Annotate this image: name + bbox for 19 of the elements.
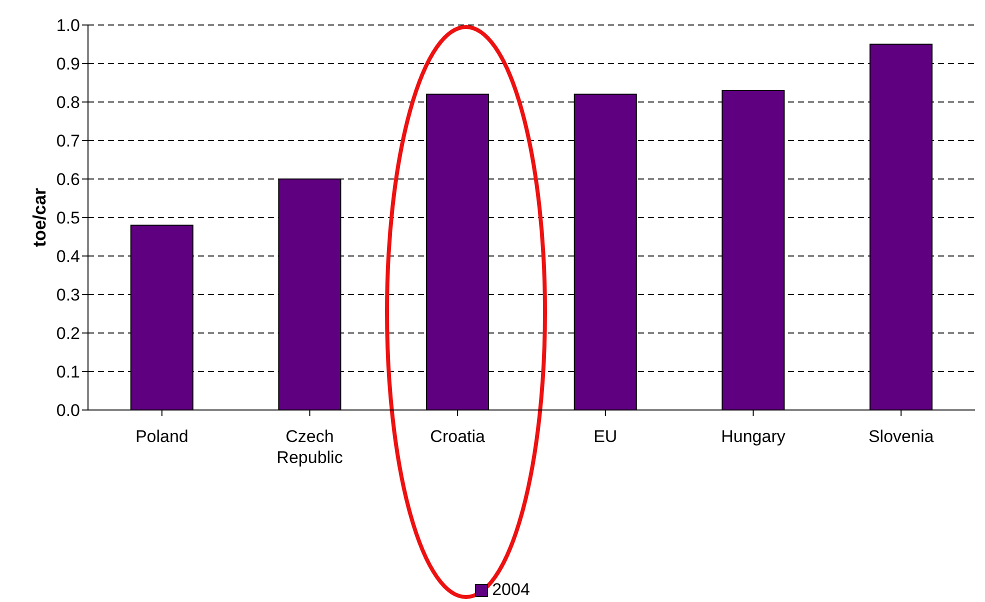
y-tick-label: 0.8 [56, 93, 80, 112]
x-tick-label: EU [594, 427, 618, 446]
y-tick-label: 0.2 [56, 324, 80, 344]
y-tick-label: 0.7 [56, 132, 80, 151]
x-tick-label: Czech Republic [276, 427, 344, 467]
y-tick-label: 0.0 [56, 401, 80, 420]
y-tick-label: 0.1 [56, 362, 80, 382]
y-tick-label: 0.3 [56, 286, 80, 305]
x-tick-label: Slovenia [868, 427, 934, 446]
x-tick-label: Poland [135, 427, 188, 446]
x-tick-label: Croatia [430, 427, 486, 446]
y-tick-label: 0.4 [56, 247, 80, 266]
x-tick-label: Hungary [721, 427, 786, 446]
y-axis-title: toe/car [29, 188, 50, 248]
y-tick-label: 0.9 [56, 54, 80, 74]
legend-label: 2004 [492, 580, 530, 600]
y-tick-label: 0.6 [56, 170, 80, 190]
y-tick-label: 0.5 [56, 208, 80, 228]
y-tick-label: 1.0 [56, 16, 80, 36]
